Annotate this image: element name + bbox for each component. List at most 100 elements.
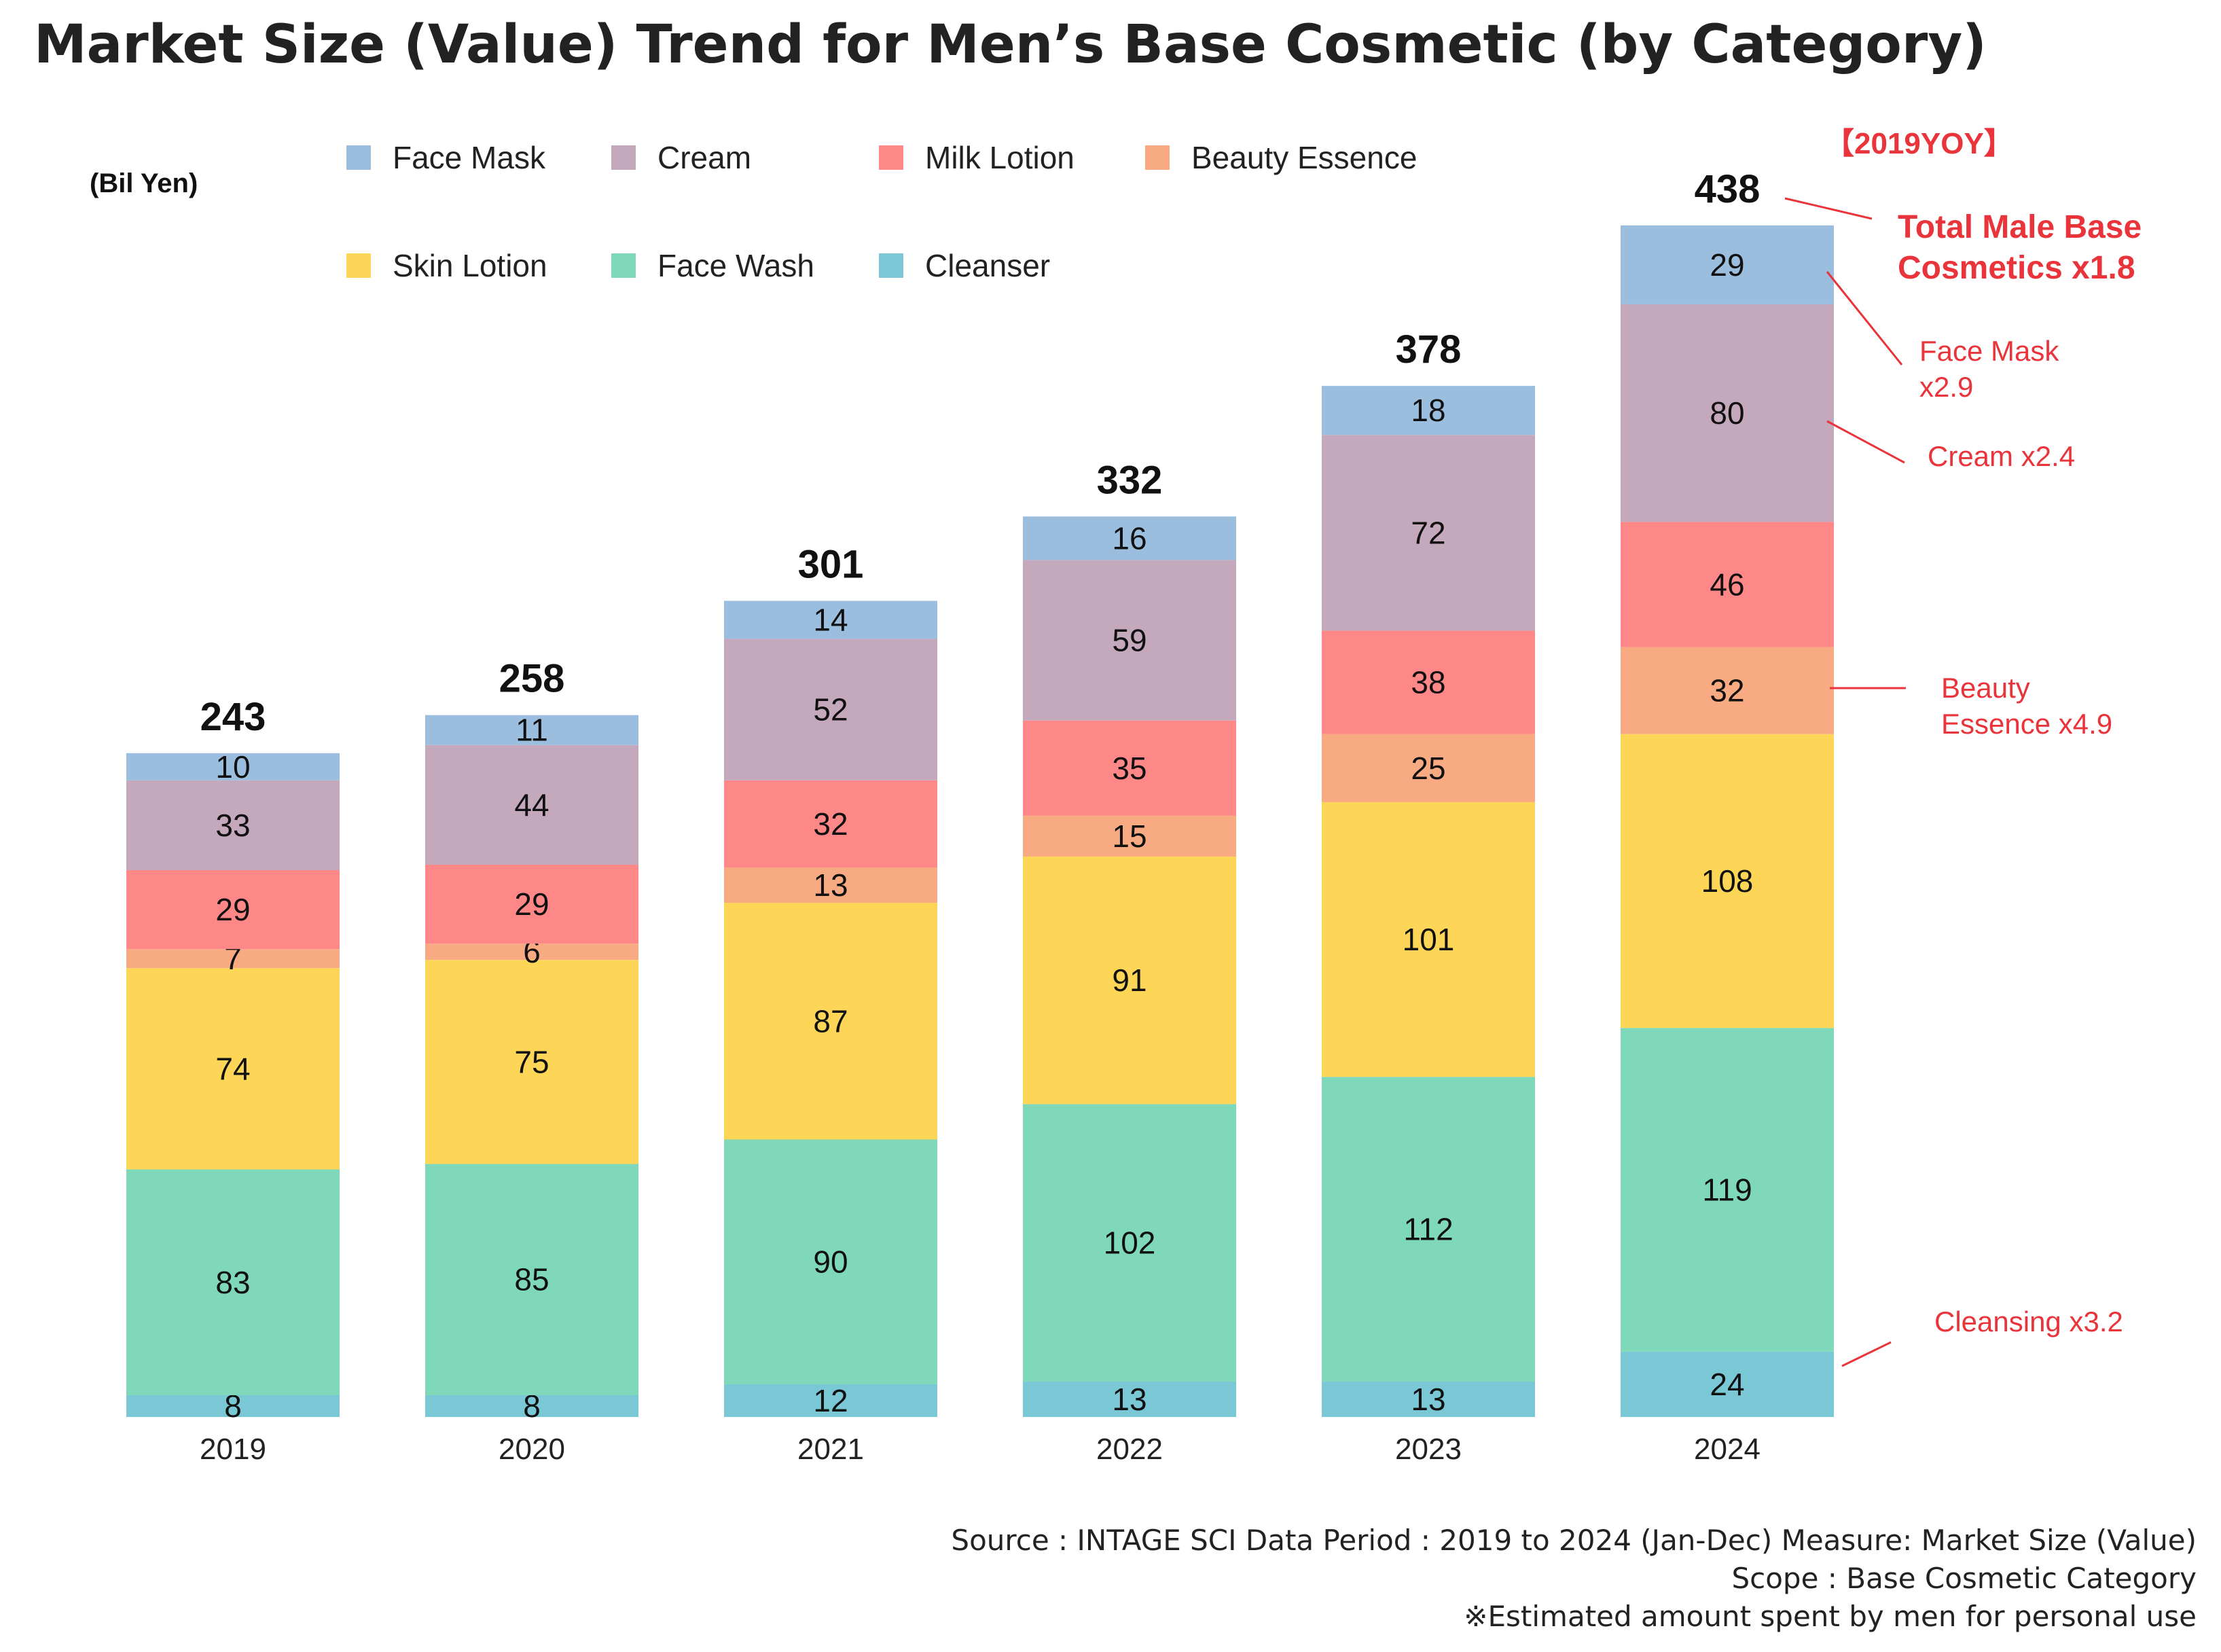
legend-item-milk-lotion: Milk Lotion [879,140,1075,175]
cream-leader-line [1826,420,1905,464]
data-label-beauty-essence-2024: 32 [1710,673,1744,708]
data-label-milk-lotion-2019: 29 [215,892,250,927]
bar-segment-cream-2022 [1023,560,1236,721]
bar-segment-face-mask-2021 [724,600,937,639]
bar-2023: 13 112 101 25 38 72 18 378 2023 [1322,327,1535,1466]
total-leader-line [1784,197,1873,220]
bar-segment-cream-2024 [1621,304,1834,522]
data-label-skin-lotion-2021: 87 [813,1003,848,1039]
data-label-cream-2024: 80 [1710,395,1744,431]
bar-2022: 13 102 91 15 35 59 16 332 2022 [1023,458,1236,1466]
data-label-skin-lotion-2022: 91 [1112,963,1146,998]
bar-segment-cream-2020 [425,744,638,865]
data-label-face-wash-2023: 112 [1403,1212,1453,1247]
data-label-milk-lotion-2021: 32 [813,806,848,842]
data-label-skin-lotion-2024: 108 [1701,863,1754,899]
bar-segment-beauty-essence-2023 [1322,734,1535,802]
data-label-face-wash-2021: 90 [813,1244,848,1280]
data-label-cleanser-2023: 13 [1411,1382,1445,1417]
yoy-header: 【2019YOY】 [1824,127,2014,160]
data-label-beauty-essence-2023: 25 [1411,751,1445,786]
legend-swatch-beauty-essence [1145,145,1170,170]
bar-segment-cleanser-2020 [425,1395,638,1417]
data-label-milk-lotion-2022: 35 [1112,751,1146,786]
footer-source: Source : INTAGE SCI Data Period : 2019 t… [951,1524,2197,1557]
legend: Face Mask Cream Milk Lotion Beauty Essence S… [346,140,1417,283]
legend-label-cream: Cream [657,140,751,175]
bar-segment-face-mask-2024 [1621,225,1834,304]
face-mask-leader-line [1826,271,1903,365]
bar-segment-face-wash-2020 [425,1164,638,1395]
data-label-face-mask-2020: 11 [516,713,548,748]
data-label-face-wash-2019: 83 [215,1265,250,1300]
bar-segment-cleanser-2019 [126,1395,340,1417]
bar-segment-milk-lotion-2021 [724,780,937,867]
legend-swatch-face-wash [611,253,636,278]
x-tick-label-2024: 2024 [1694,1433,1760,1466]
bar-segment-milk-lotion-2022 [1023,720,1236,816]
cleansing-leader-line [1841,1341,1892,1367]
bar-segment-face-mask-2019 [126,753,340,780]
data-label-milk-lotion-2020: 29 [514,886,549,922]
footer-note: ※Estimated amount spent by men for perso… [1464,1600,2197,1633]
legend-swatch-cleanser [879,253,903,278]
bar-segment-beauty-essence-2024 [1621,647,1834,734]
data-label-skin-lotion-2023: 101 [1403,922,1455,957]
total-label-2022: 332 [1097,458,1163,502]
bar-segment-skin-lotion-2023 [1322,802,1535,1077]
bar-segment-milk-lotion-2024 [1621,522,1834,647]
legend-swatch-milk-lotion [879,145,903,170]
legend-label-cleanser: Cleanser [925,248,1050,283]
legend-swatch-face-mask [346,145,371,170]
legend-item-face-wash: Face Wash [611,248,814,283]
beauty-annotation-line2: Essence x4.9 [1941,708,2112,740]
data-label-beauty-essence-2021: 13 [813,867,848,903]
legend-swatch-cream [611,145,636,170]
bar-segment-beauty-essence-2021 [724,867,937,903]
data-label-face-mask-2019: 10 [215,749,250,785]
yoy-annotations: 【2019YOY】 Total Male Base Cosmetics x1.8… [1784,127,2142,1367]
bar-segment-skin-lotion-2020 [425,960,638,1164]
legend-item-beauty-essence: Beauty Essence [1145,140,1417,175]
data-label-face-wash-2022: 102 [1104,1225,1156,1261]
footer-scope: Scope : Base Cosmetic Category [1731,1562,2197,1595]
legend-label-beauty-essence: Beauty Essence [1191,140,1417,175]
total-annotation-line2: Cosmetics x1.8 [1898,250,2135,286]
bar-segment-cleanser-2023 [1322,1381,1535,1417]
bar-segment-cream-2021 [724,639,937,780]
total-label-2020: 258 [499,657,565,701]
legend-item-cream: Cream [611,140,751,175]
legend-item-skin-lotion: Skin Lotion [346,248,547,283]
cream-annotation: Cream x2.4 [1928,440,2075,472]
data-label-cream-2022: 59 [1112,623,1146,658]
legend-item-cleanser: Cleanser [879,248,1050,283]
face-mask-annotation-line1: Face Mask [1919,335,2059,367]
total-label-2021: 301 [798,543,864,587]
legend-label-face-wash: Face Wash [657,248,814,283]
legend-item-face-mask: Face Mask [346,140,546,175]
data-label-cream-2020: 44 [514,787,549,823]
bar-segment-milk-lotion-2023 [1322,630,1535,734]
bar-segment-face-wash-2021 [724,1139,937,1384]
x-tick-label-2020: 2020 [499,1433,565,1466]
x-tick-label-2023: 2023 [1395,1433,1462,1466]
total-annotation-line1: Total Male Base [1898,209,2142,245]
data-label-cream-2021: 52 [813,692,848,728]
data-label-cleanser-2021: 12 [813,1383,848,1418]
data-label-cleanser-2024: 24 [1710,1367,1744,1402]
data-label-skin-lotion-2019: 74 [215,1051,250,1086]
data-label-cream-2019: 33 [215,808,250,843]
data-label-face-mask-2021: 14 [813,603,848,638]
face-mask-annotation-line2: x2.9 [1919,371,1973,403]
data-label-beauty-essence-2022: 15 [1112,819,1146,854]
bar-segment-skin-lotion-2024 [1621,734,1834,1028]
bar-segment-beauty-essence-2020 [425,944,638,960]
x-tick-label-2021: 2021 [797,1433,864,1466]
data-label-skin-lotion-2020: 75 [514,1044,549,1079]
bar-2024: 24 119 108 32 46 80 29 438 2024 [1621,167,1834,1466]
bar-segment-milk-lotion-2020 [425,864,638,944]
bar-segment-face-wash-2023 [1322,1077,1535,1382]
footer: Source : INTAGE SCI Data Period : 2019 t… [951,1524,2197,1633]
